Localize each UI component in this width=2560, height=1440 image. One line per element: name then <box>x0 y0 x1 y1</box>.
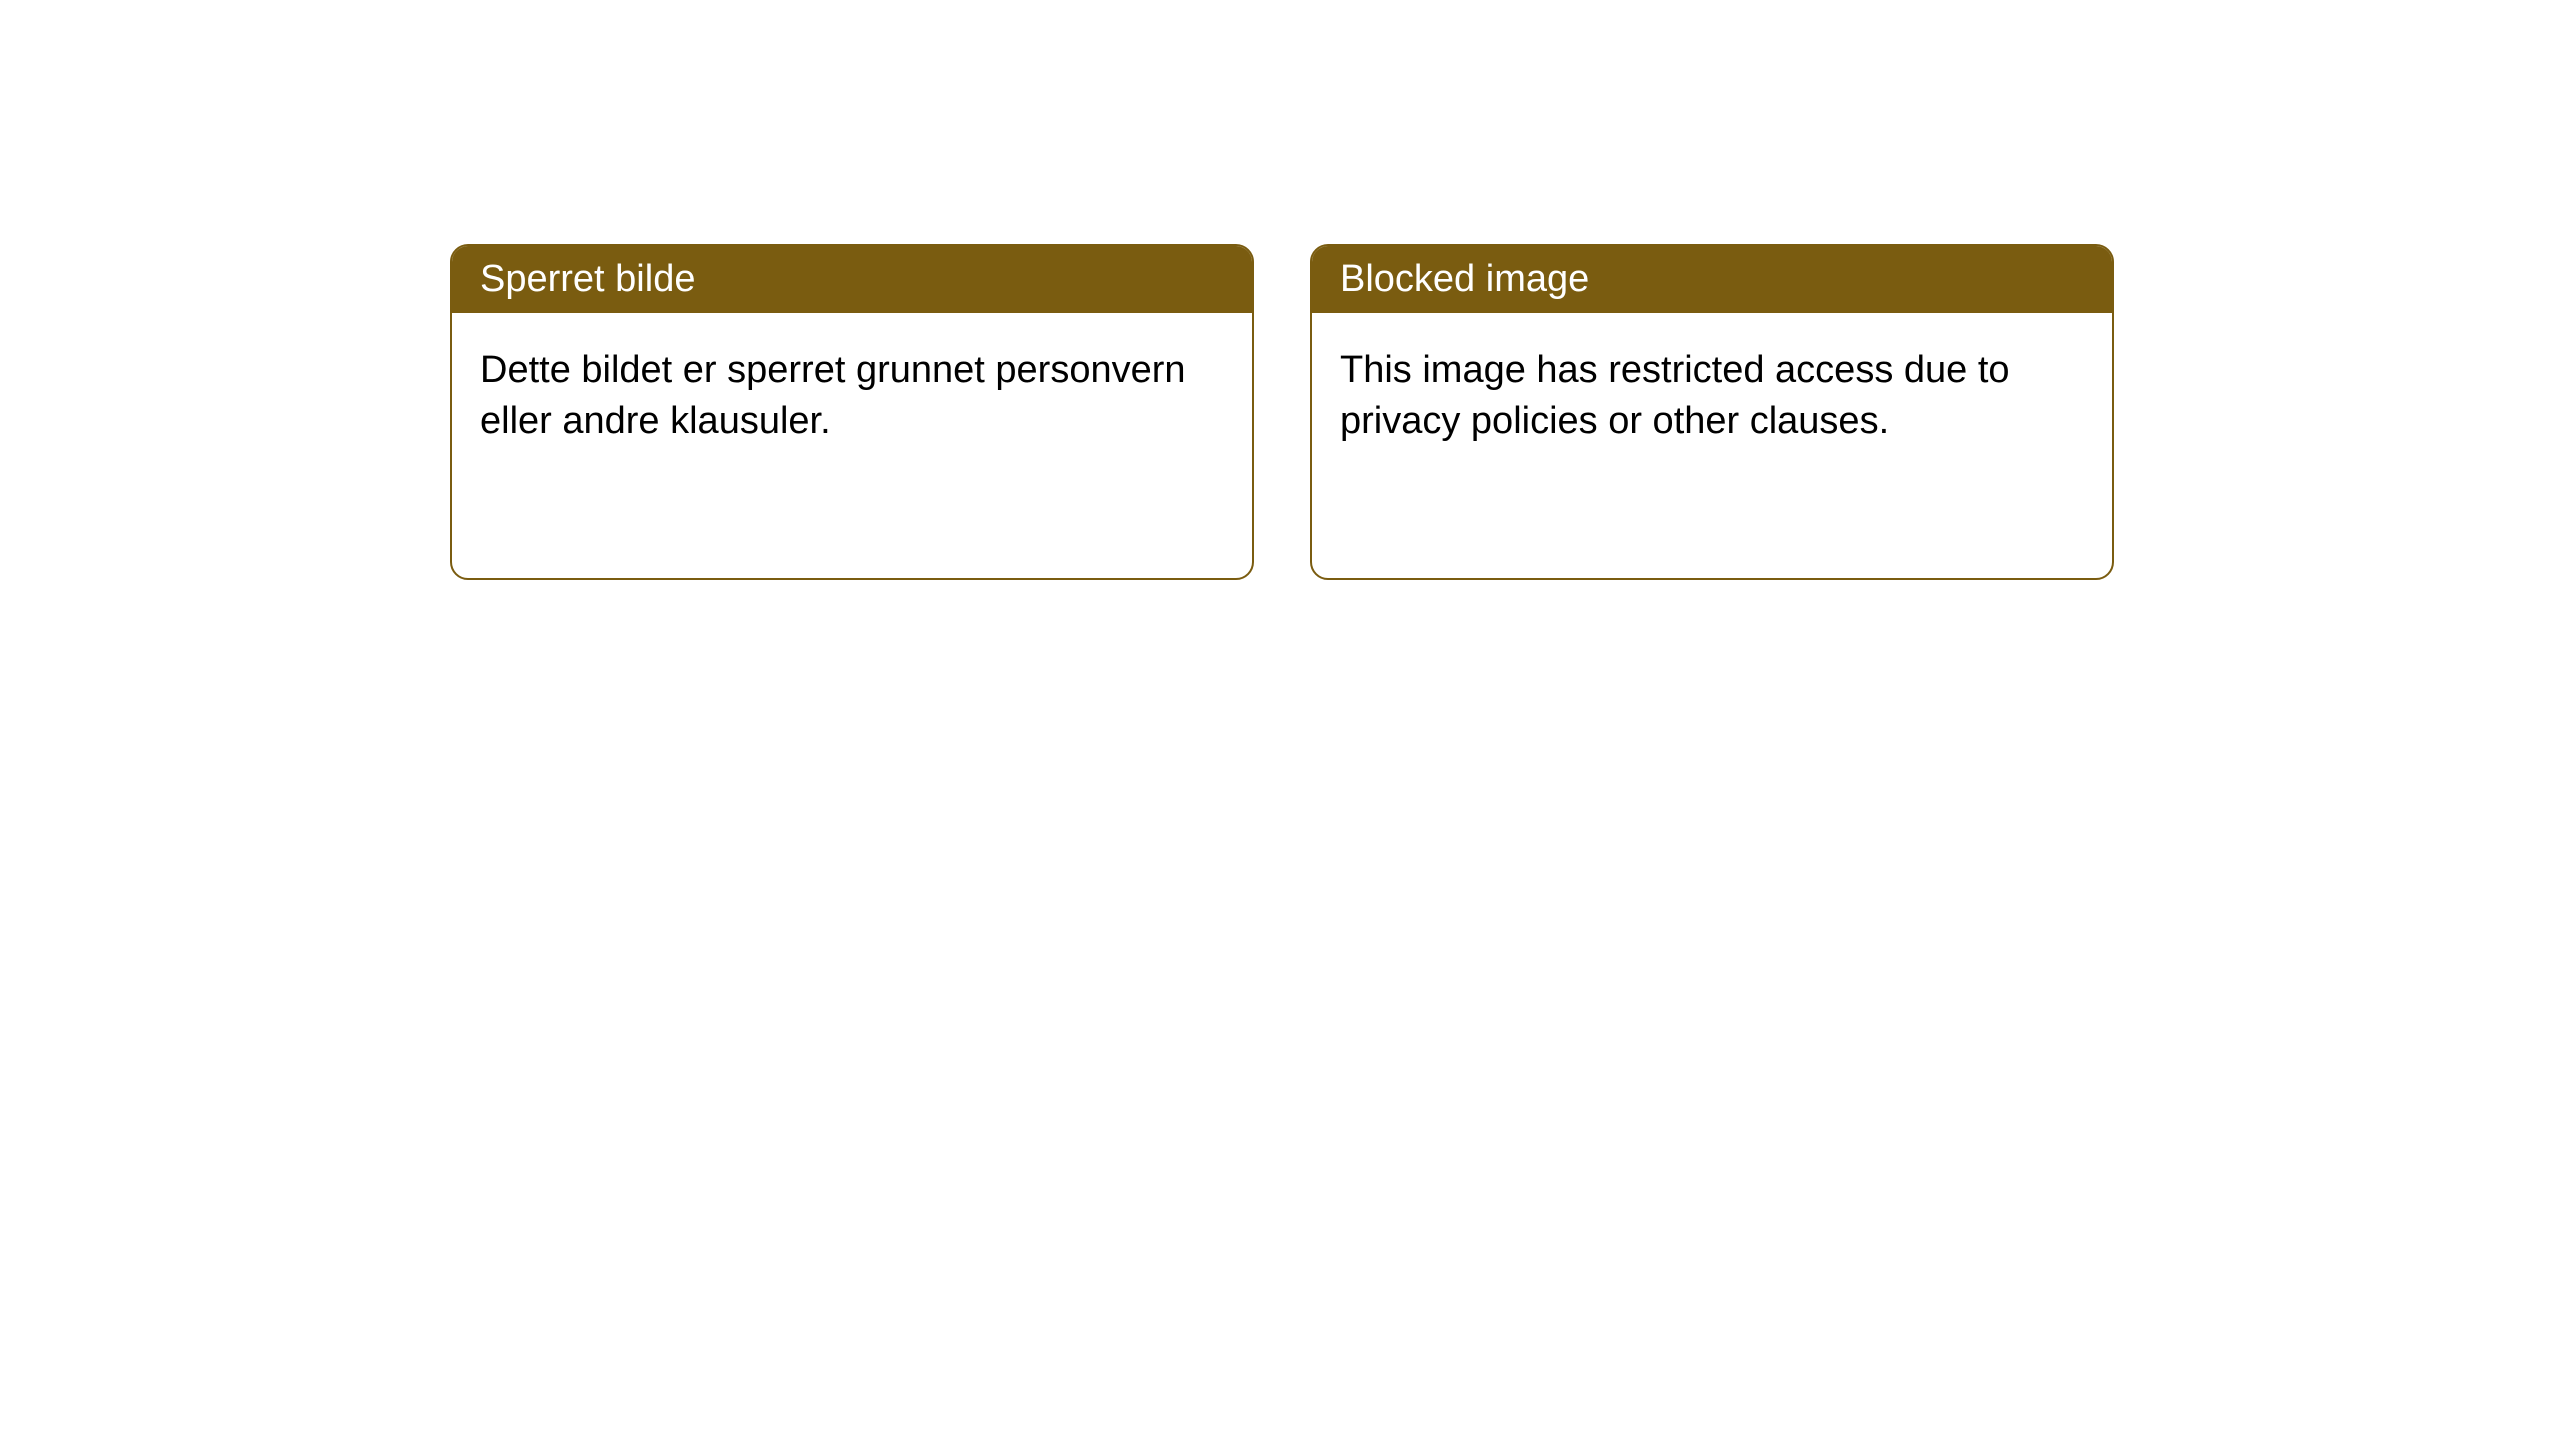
card-header-no: Sperret bilde <box>452 246 1252 313</box>
card-title-en: Blocked image <box>1340 258 1589 300</box>
blocked-image-notices: Sperret bilde Dette bildet er sperret gr… <box>0 0 2560 580</box>
card-body-en: This image has restricted access due to … <box>1312 313 2112 480</box>
card-title-no: Sperret bilde <box>480 258 695 300</box>
card-message-no: Dette bildet er sperret grunnet personve… <box>480 349 1186 442</box>
card-header-en: Blocked image <box>1312 246 2112 313</box>
blocked-image-card-no: Sperret bilde Dette bildet er sperret gr… <box>450 244 1254 580</box>
card-body-no: Dette bildet er sperret grunnet personve… <box>452 313 1252 480</box>
card-message-en: This image has restricted access due to … <box>1340 349 2010 442</box>
blocked-image-card-en: Blocked image This image has restricted … <box>1310 244 2114 580</box>
